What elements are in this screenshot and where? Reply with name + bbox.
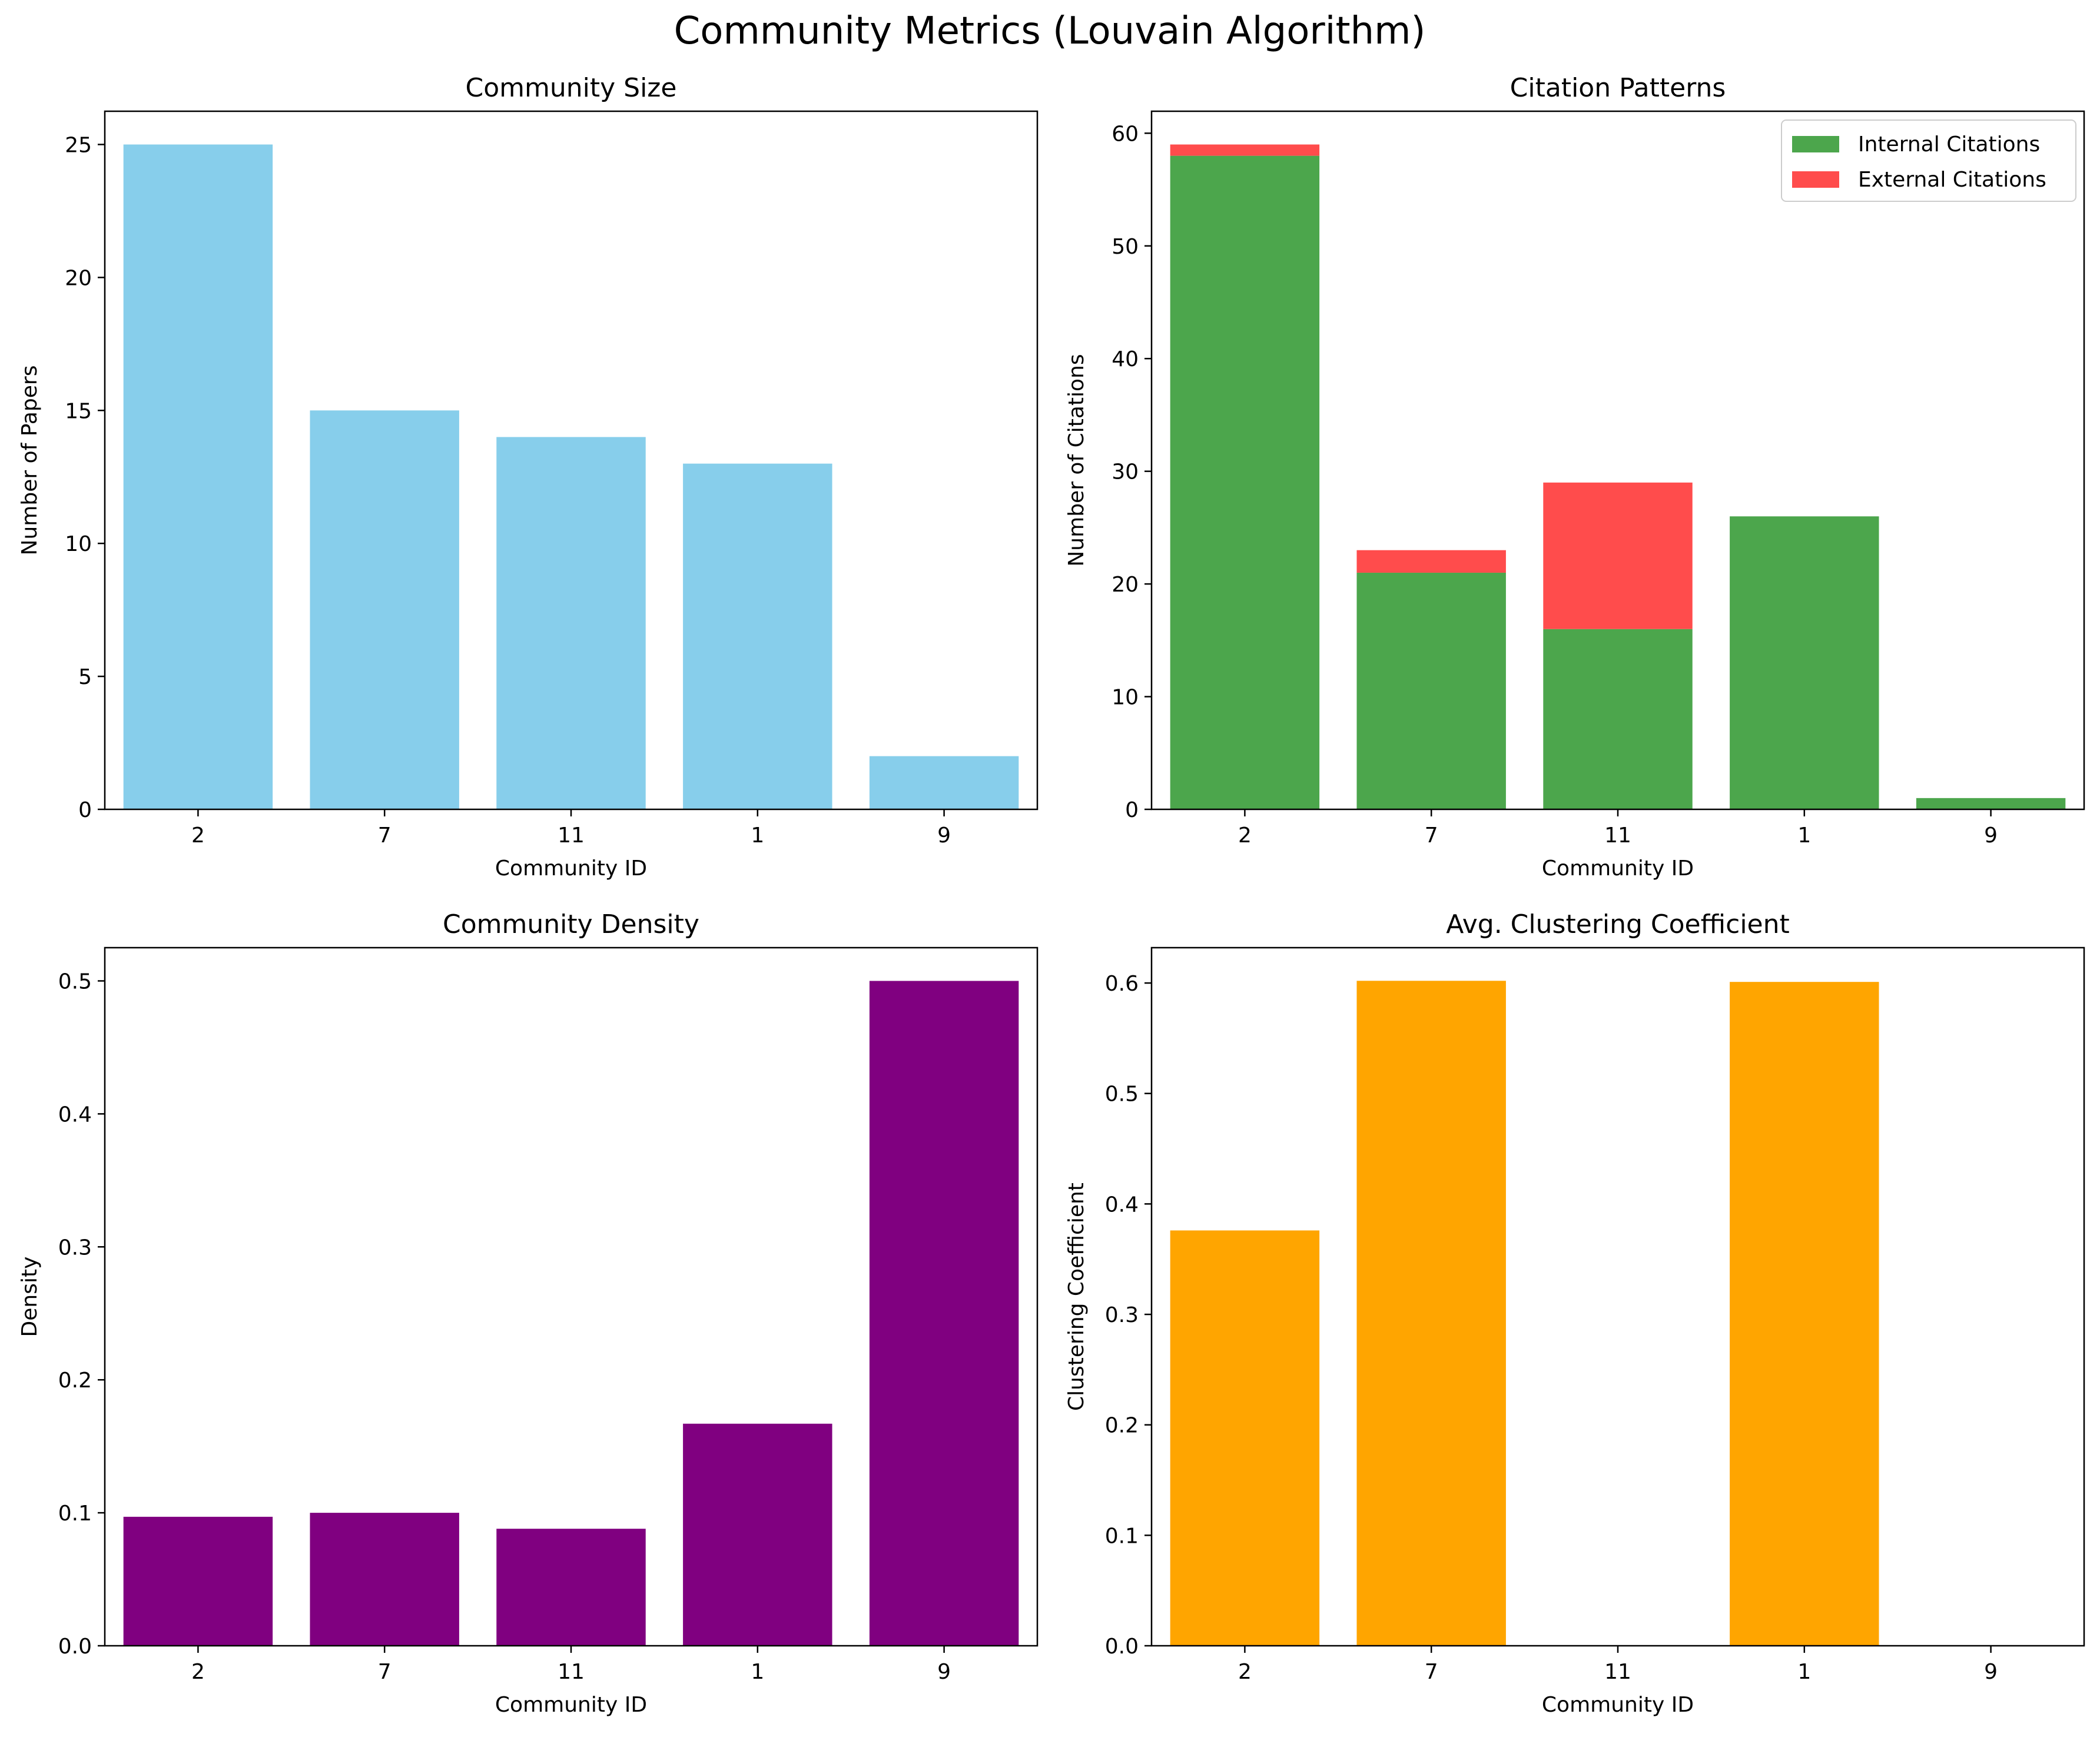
y-tick-label: 0: [1125, 798, 1139, 822]
y-tick-label: 0.4: [1105, 1193, 1139, 1217]
y-axis-label: Density: [18, 1257, 42, 1337]
figure-title: Community Metrics (Louvain Algorithm): [674, 9, 1426, 53]
bar-internal-1: [1730, 516, 1879, 809]
bar-7: [310, 1513, 459, 1646]
legend: Internal Citations External Citations: [1781, 119, 2076, 202]
bar-1: [683, 463, 832, 809]
x-tick-label: 11: [1604, 1660, 1631, 1684]
x-tick-label: 11: [558, 823, 585, 848]
x-tick-label: 9: [1984, 823, 1998, 848]
y-tick-label: 20: [65, 266, 92, 290]
y-tick-label: 50: [1112, 235, 1139, 259]
x-tick-label: 2: [191, 1660, 205, 1684]
bar-internal-7: [1356, 572, 1506, 809]
y-axis-label: Number of Citations: [1064, 354, 1089, 566]
bar-external-11: [1543, 482, 1693, 629]
y-tick-label: 0.0: [1105, 1635, 1139, 1659]
bar-internal-2: [1170, 155, 1320, 810]
bar-7: [310, 410, 459, 809]
legend-swatch: [1792, 171, 1839, 188]
bar-1: [1730, 982, 1879, 1646]
legend-label: Internal Citations: [1858, 132, 2040, 157]
bar-11: [496, 437, 646, 809]
x-tick-label: 1: [1797, 823, 1811, 848]
chart-title: Avg. Clustering Coefficient: [1446, 909, 1790, 939]
x-tick-label: 7: [1425, 823, 1438, 848]
y-tick-label: 0.1: [1105, 1524, 1139, 1548]
y-tick-label: 20: [1112, 573, 1139, 597]
x-tick-label: 2: [1238, 823, 1252, 848]
x-tick-label: 1: [751, 1660, 764, 1684]
y-tick-label: 0.5: [1105, 1082, 1139, 1107]
bar-external-2: [1170, 144, 1320, 156]
y-tick-label: 40: [1112, 347, 1139, 371]
bar-1: [683, 1423, 832, 1646]
bar-2: [123, 1516, 273, 1646]
x-tick-label: 1: [1797, 1660, 1811, 1684]
x-axis-label: Community ID: [1542, 856, 1694, 881]
bar-internal-11: [1543, 629, 1693, 809]
y-tick-label: 15: [65, 399, 92, 423]
chart-title: Community Size: [466, 73, 677, 103]
x-tick-label: 9: [937, 823, 951, 848]
y-axis-label: Clustering Coefficient: [1064, 1183, 1089, 1411]
legend-swatch: [1792, 136, 1839, 152]
chart-title: Citation Patterns: [1510, 73, 1726, 103]
x-tick-label: 7: [1425, 1660, 1438, 1684]
bar-internal-9: [1916, 798, 2066, 809]
x-axis-label: Community ID: [495, 1693, 647, 1717]
x-axis-label: Community ID: [495, 856, 647, 881]
x-tick-label: 1: [751, 823, 764, 848]
x-tick-label: 7: [378, 823, 392, 848]
bar-7: [1356, 981, 1506, 1646]
y-tick-label: 0: [78, 798, 92, 822]
y-tick-label: 10: [65, 532, 92, 556]
x-tick-label: 2: [191, 823, 205, 848]
bar-11: [496, 1529, 646, 1646]
y-tick-label: 0.4: [58, 1102, 92, 1127]
x-tick-label: 2: [1238, 1660, 1252, 1684]
y-tick-label: 30: [1112, 460, 1139, 484]
chart-title: Community Density: [443, 909, 699, 939]
bar-9: [869, 981, 1019, 1646]
y-tick-label: 0.6: [1105, 972, 1139, 996]
y-tick-label: 25: [65, 133, 92, 157]
x-tick-label: 11: [558, 1660, 585, 1684]
bar-external-7: [1356, 550, 1506, 573]
bar-9: [869, 756, 1019, 809]
y-tick-label: 10: [1112, 686, 1139, 710]
legend-label: External Citations: [1858, 168, 2046, 192]
x-tick-label: 9: [937, 1660, 951, 1684]
y-axis-label: Number of Papers: [18, 366, 42, 556]
bar-2: [1170, 1230, 1320, 1646]
y-tick-label: 0.3: [58, 1236, 92, 1260]
y-tick-label: 0.0: [58, 1635, 92, 1659]
y-tick-label: 0.2: [58, 1369, 92, 1393]
bar-2: [123, 144, 273, 809]
x-tick-label: 9: [1984, 1660, 1998, 1684]
legend-box: [1781, 119, 2076, 202]
x-tick-label: 7: [378, 1660, 392, 1684]
y-tick-label: 0.1: [58, 1502, 92, 1526]
x-axis-label: Community ID: [1542, 1693, 1694, 1717]
y-tick-label: 0.5: [58, 969, 92, 994]
x-tick-label: 11: [1604, 823, 1631, 848]
y-tick-label: 0.2: [1105, 1414, 1139, 1438]
y-tick-label: 5: [78, 665, 92, 689]
y-tick-label: 60: [1112, 122, 1139, 146]
y-tick-label: 0.3: [1105, 1303, 1139, 1327]
